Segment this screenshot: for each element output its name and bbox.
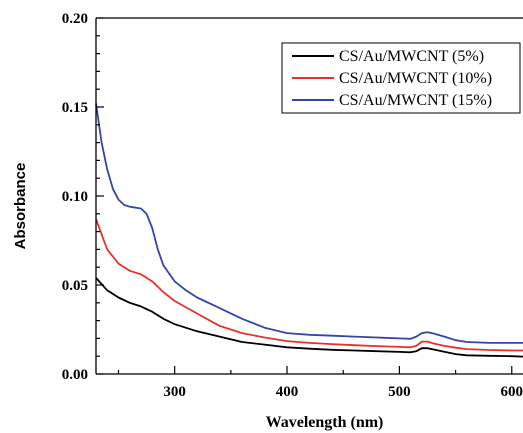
y-ticks: 0.00 0.05 0.10 0.15 0.20 (62, 11, 104, 383)
legend: CS/Au/MWCNT (5%) CS/Au/MWCNT (10%) CS/Au/M… (281, 42, 521, 114)
y-tick-label: 0.20 (62, 11, 88, 27)
x-axis-title: Wavelength (nm) (266, 414, 384, 431)
legend-label: CS/Au/MWCNT (5%) (339, 48, 484, 65)
series-line-3 (95, 103, 523, 344)
series-line-1 (95, 277, 523, 358)
x-tick-label: 300 (163, 384, 186, 400)
y-tick-label: 0.05 (62, 278, 88, 294)
y-tick-label: 0.10 (62, 189, 88, 205)
x-tick-label: 500 (388, 384, 411, 400)
y-tick-label: 0.15 (62, 100, 88, 116)
x-tick-label: 400 (276, 384, 299, 400)
x-tick-label: 600 (501, 384, 523, 400)
x-ticks: 300 400 500 600 (117, 366, 523, 400)
legend-label: CS/Au/MWCNT (10%) (339, 70, 492, 87)
series-line-2 (95, 218, 523, 352)
legend-label: CS/Au/MWCNT (15%) (339, 92, 492, 109)
y-axis-title: Absorbance (12, 163, 29, 250)
series-layer (95, 103, 523, 358)
y-tick-label: 0.00 (62, 367, 88, 383)
